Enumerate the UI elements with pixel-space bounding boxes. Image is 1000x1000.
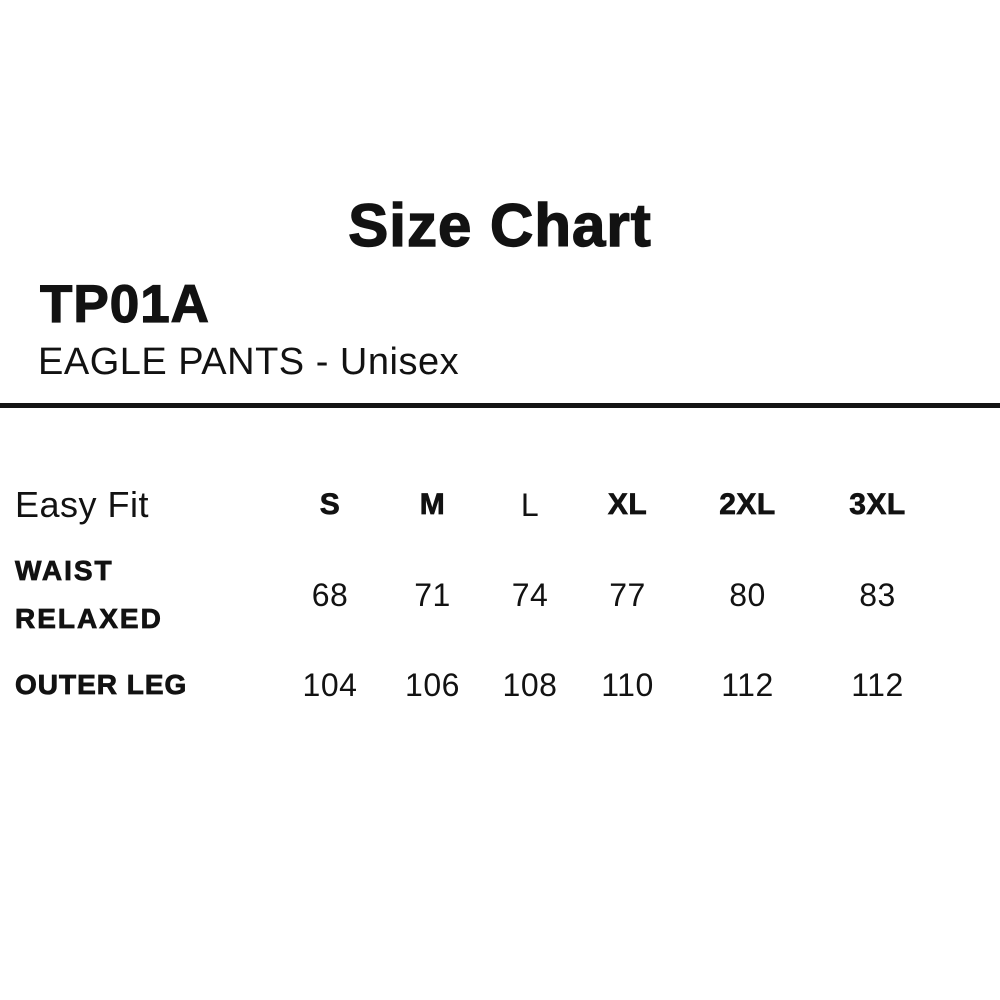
- outerleg-value-3xl: 112: [851, 666, 904, 703]
- outerleg-value-l: 108: [502, 666, 558, 703]
- waist-value-s: 68: [311, 576, 349, 613]
- page-title: Size Chart: [348, 192, 652, 260]
- outerleg-value-m: 106: [405, 666, 460, 703]
- size-header-l: L: [520, 486, 540, 523]
- outerleg-value-2xl: 112: [721, 666, 774, 703]
- waist-value-l: 74: [511, 576, 549, 613]
- size-header-s: S: [319, 488, 341, 522]
- size-header-3xl: 3XL: [849, 488, 906, 522]
- size-table: Easy Fit S M L XL 2XL 3XL WAIST RELAXED …: [0, 470, 940, 720]
- size-header-m: M: [419, 488, 446, 522]
- table-row-outer-leg: OUTER LEG 104 106 108 110 112 112: [0, 650, 940, 720]
- waist-value-xl: 77: [609, 576, 646, 613]
- size-header-2xl: 2XL: [719, 488, 776, 522]
- product-name: EAGLE PANTS - Unisex: [38, 341, 460, 383]
- waist-value-m: 71: [414, 576, 451, 613]
- outerleg-value-s: 104: [302, 666, 358, 703]
- row-label-outer-leg: OUTER LEG: [15, 669, 188, 701]
- size-header-xl: XL: [607, 488, 648, 522]
- row-label-waist-relaxed: WAIST RELAXED: [15, 555, 163, 635]
- table-row-waist-relaxed: WAIST RELAXED 68 71 74 77 80 83: [0, 540, 940, 650]
- waist-value-3xl: 83: [859, 576, 896, 613]
- fit-label: Easy Fit: [15, 484, 150, 525]
- waist-value-2xl: 80: [729, 576, 766, 613]
- product-code: TP01A: [39, 275, 210, 334]
- divider-rule: [0, 403, 1000, 408]
- outerleg-value-xl: 110: [601, 666, 654, 703]
- size-header-row: Easy Fit S M L XL 2XL 3XL: [0, 470, 940, 540]
